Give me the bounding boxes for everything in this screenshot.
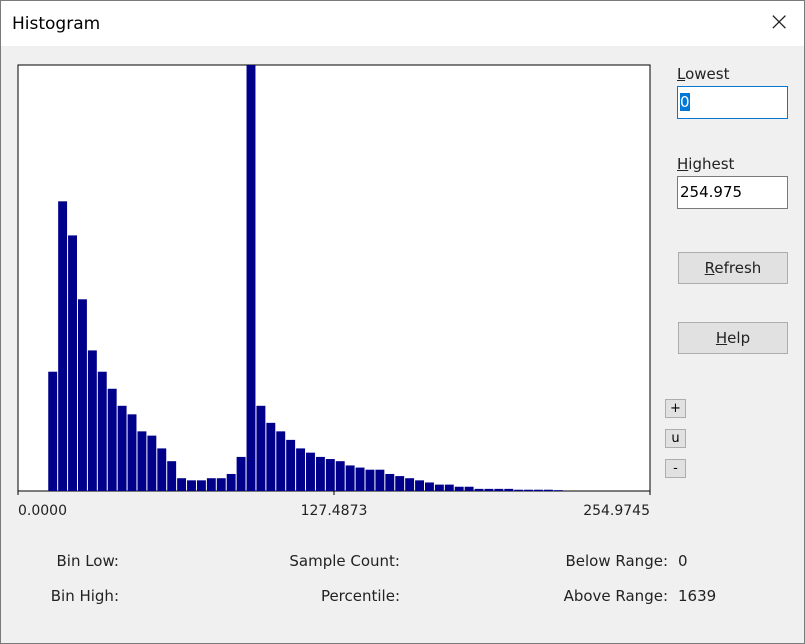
histogram-bar — [534, 489, 543, 491]
histogram-bar — [117, 405, 127, 491]
histogram-bar — [58, 201, 68, 491]
histogram-bar — [216, 478, 226, 491]
histogram-bar — [87, 350, 97, 491]
lowest-value: 0 — [680, 93, 690, 111]
highest-label: Highest — [677, 155, 735, 173]
histogram-bar — [454, 486, 464, 491]
histogram-bar — [415, 480, 425, 491]
x-tick-label: 0.0000 — [18, 503, 67, 519]
histogram-bar — [187, 480, 196, 491]
histogram-bar — [107, 388, 117, 491]
histogram-bar — [425, 482, 434, 491]
bin-low-label: Bin Low: — [56, 552, 119, 570]
histogram-bar — [276, 431, 286, 491]
histogram-bar — [514, 489, 524, 491]
above-range-label: Above Range: — [563, 587, 668, 605]
above-range-value: 1639 — [678, 587, 717, 605]
histogram-bar — [157, 448, 167, 491]
histogram-bar — [286, 439, 296, 491]
close-button[interactable]: × — [768, 7, 790, 37]
bin-high-label: Bin High: — [50, 587, 119, 605]
x-tick-label: 127.4873 — [301, 503, 368, 519]
refresh-button[interactable]: Refresh — [678, 252, 788, 284]
histogram-bar — [137, 431, 147, 491]
histogram-bar — [464, 486, 474, 491]
highest-input[interactable]: 254.975 — [677, 176, 788, 209]
below-range-label: Below Range: — [565, 552, 669, 570]
histogram-bar — [315, 456, 325, 491]
histogram-bar — [68, 235, 77, 491]
histogram-bar — [355, 467, 365, 491]
histogram-bar — [474, 488, 484, 491]
histogram-bar — [97, 371, 107, 491]
histogram-bar — [296, 448, 306, 491]
histogram-bar — [434, 484, 444, 491]
histogram-bar — [226, 473, 236, 491]
histogram-bar — [553, 490, 563, 491]
histogram-bar — [206, 478, 216, 491]
histogram-bar — [77, 299, 87, 491]
histogram-chart: 0.0000 127.4873 254.9745 — [17, 64, 651, 519]
help-button[interactable]: Help — [678, 322, 788, 354]
zoom-in-button[interactable]: + — [665, 399, 686, 418]
histogram-bar — [524, 489, 534, 491]
below-range-value: 0 — [678, 552, 688, 570]
histogram-bar — [48, 371, 58, 491]
histogram-bar — [306, 452, 315, 491]
x-tick-label: 254.9745 — [583, 503, 650, 519]
histogram-bar — [395, 476, 405, 491]
lowest-input[interactable]: 0 — [677, 86, 788, 119]
highest-value: 254.975 — [680, 183, 743, 201]
window-title: Histogram — [12, 14, 101, 34]
histogram-bar — [325, 459, 335, 491]
unzoom-button[interactable]: u — [665, 429, 686, 448]
histogram-bar — [375, 469, 385, 491]
zoom-out-button[interactable]: - — [665, 459, 686, 478]
histogram-bar — [127, 414, 137, 491]
histogram-bar — [236, 456, 246, 491]
histogram-bar — [177, 478, 187, 491]
lowest-label: Lowest — [677, 65, 730, 83]
histogram-bar — [385, 473, 395, 491]
title-bar: Histogram × — [1, 1, 804, 46]
histogram-bar — [266, 422, 276, 491]
histogram-bar — [444, 484, 454, 491]
histogram-bar — [504, 488, 514, 491]
histogram-bar — [167, 461, 177, 491]
histogram-bar — [335, 461, 345, 491]
histogram-bar — [256, 405, 266, 491]
histogram-bar — [543, 489, 553, 491]
histogram-bar — [405, 478, 415, 491]
histogram-bar — [196, 480, 206, 491]
histogram-bar — [365, 469, 375, 491]
histogram-bar — [147, 435, 157, 491]
histogram-bar — [246, 65, 256, 491]
sample-count-label: Sample Count: — [289, 552, 400, 570]
percentile-label: Percentile: — [320, 587, 400, 605]
histogram-bar — [484, 488, 494, 491]
histogram-bar — [494, 488, 504, 491]
histogram-bar — [345, 465, 355, 491]
